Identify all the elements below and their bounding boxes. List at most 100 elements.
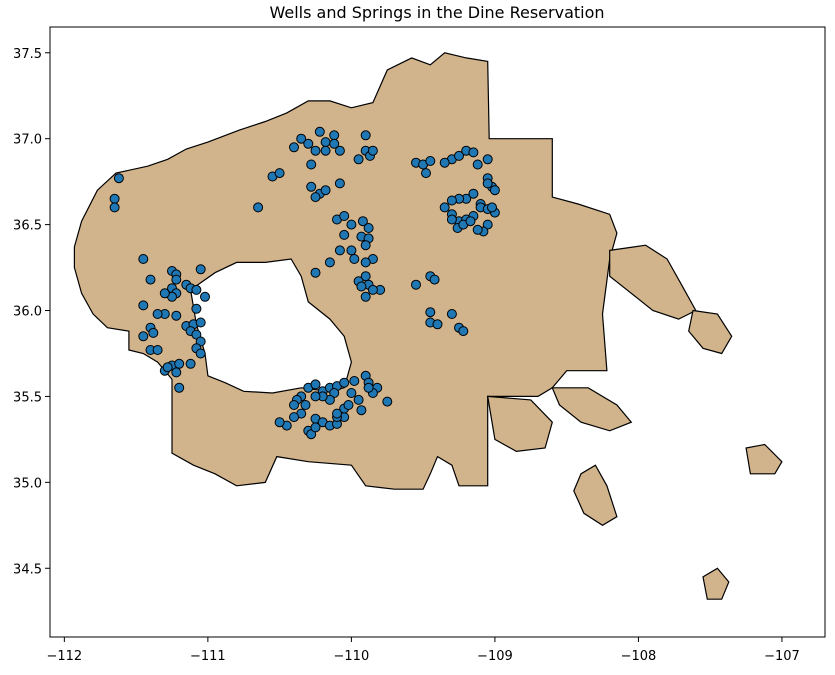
well-spring-point xyxy=(138,331,149,342)
well-spring-point xyxy=(357,216,368,227)
well-spring-point xyxy=(171,310,182,321)
well-spring-point xyxy=(253,202,264,213)
well-spring-point xyxy=(446,214,457,225)
reservation-parcel xyxy=(745,443,783,475)
well-spring-point xyxy=(432,319,443,330)
well-spring-point xyxy=(332,408,342,419)
reservation-parcel xyxy=(688,309,733,355)
well-spring-point xyxy=(446,309,457,319)
well-spring-point xyxy=(425,307,436,318)
y-tick-label: 37.5 xyxy=(13,47,42,62)
x-tick-label: −112 xyxy=(46,649,82,664)
reservation-parcel xyxy=(609,244,697,320)
well-spring-point xyxy=(339,377,350,388)
well-spring-point xyxy=(346,219,357,230)
well-spring-point xyxy=(339,229,350,240)
well-spring-point xyxy=(148,327,159,338)
well-spring-point xyxy=(191,303,202,314)
well-spring-point xyxy=(303,138,314,149)
reservation-parcel xyxy=(702,567,730,600)
well-spring-point xyxy=(489,185,500,196)
well-spring-point xyxy=(109,202,120,213)
y-tick-label: 34.5 xyxy=(13,562,42,577)
well-spring-point xyxy=(468,147,479,158)
reservation-parcel xyxy=(486,395,553,453)
well-spring-point xyxy=(465,216,476,227)
axes: −112 −111 −110 −109 −108 −107 34.5 35.0 35.5 36.0… xyxy=(13,26,826,664)
well-spring-point xyxy=(439,157,450,168)
well-spring-point xyxy=(454,150,464,161)
well-spring-point xyxy=(353,154,364,165)
well-spring-point xyxy=(320,185,331,196)
well-spring-point xyxy=(300,400,311,410)
well-spring-point xyxy=(171,274,182,285)
well-spring-point xyxy=(310,379,321,390)
well-spring-point xyxy=(482,154,493,165)
well-spring-point xyxy=(367,145,378,156)
well-spring-point xyxy=(346,245,357,256)
well-spring-point xyxy=(439,202,450,213)
x-tick-label: −107 xyxy=(764,649,800,664)
chart-title: Wells and Springs in the Dine Reservatio… xyxy=(269,3,604,22)
well-spring-point xyxy=(349,376,360,386)
well-spring-point xyxy=(274,168,285,179)
well-spring-point xyxy=(446,195,457,206)
well-spring-point xyxy=(334,145,345,156)
well-spring-point xyxy=(320,145,331,156)
well-spring-point xyxy=(468,188,479,199)
reservation-parcel xyxy=(551,387,633,432)
well-spring-point xyxy=(109,193,120,204)
well-spring-point xyxy=(296,133,307,144)
well-spring-point xyxy=(185,358,196,369)
well-spring-point xyxy=(472,159,483,170)
well-spring-point xyxy=(429,274,440,285)
well-spring-point xyxy=(334,245,345,256)
y-tick-label: 36.5 xyxy=(13,219,42,234)
well-spring-point xyxy=(487,202,497,213)
well-spring-point xyxy=(482,178,493,189)
well-spring-point xyxy=(458,326,469,337)
well-spring-point xyxy=(195,264,206,275)
y-tick-label: 35.0 xyxy=(13,476,42,491)
well-spring-point xyxy=(314,126,325,137)
well-spring-point xyxy=(174,358,185,369)
well-spring-point xyxy=(152,345,163,355)
well-spring-point xyxy=(159,288,170,299)
well-spring-point xyxy=(353,394,364,405)
well-spring-point xyxy=(329,138,340,149)
well-spring-point xyxy=(360,291,371,302)
well-spring-point xyxy=(200,291,210,302)
well-spring-point xyxy=(360,240,371,251)
well-spring-point xyxy=(306,181,317,192)
well-spring-point xyxy=(349,254,360,264)
well-spring-point xyxy=(334,178,345,189)
well-spring-point xyxy=(145,274,156,285)
well-spring-point xyxy=(360,130,371,141)
well-spring-point xyxy=(274,417,285,428)
well-spring-point xyxy=(289,400,299,410)
well-spring-point xyxy=(346,388,357,398)
well-spring-point xyxy=(310,422,321,433)
well-spring-point xyxy=(162,362,173,373)
well-spring-point xyxy=(310,145,321,156)
well-spring-point xyxy=(356,405,367,416)
well-spring-point xyxy=(421,168,431,179)
x-tick-label: −109 xyxy=(477,649,513,664)
well-spring-point xyxy=(152,309,163,319)
y-tick-label: 37.0 xyxy=(13,133,42,148)
well-spring-point xyxy=(360,257,371,268)
well-spring-point xyxy=(310,391,321,402)
x-tick-label: −108 xyxy=(621,649,657,664)
well-spring-point xyxy=(425,156,436,166)
well-spring-point xyxy=(339,211,350,221)
x-tick-label: −111 xyxy=(190,649,226,664)
well-spring-point xyxy=(329,130,340,141)
well-spring-point xyxy=(411,279,421,290)
well-spring-point xyxy=(306,159,317,170)
well-spring-point xyxy=(382,396,393,407)
reservation-parcel xyxy=(573,464,618,527)
well-spring-point xyxy=(191,284,202,295)
well-spring-point xyxy=(472,224,483,235)
well-spring-point xyxy=(174,382,185,393)
